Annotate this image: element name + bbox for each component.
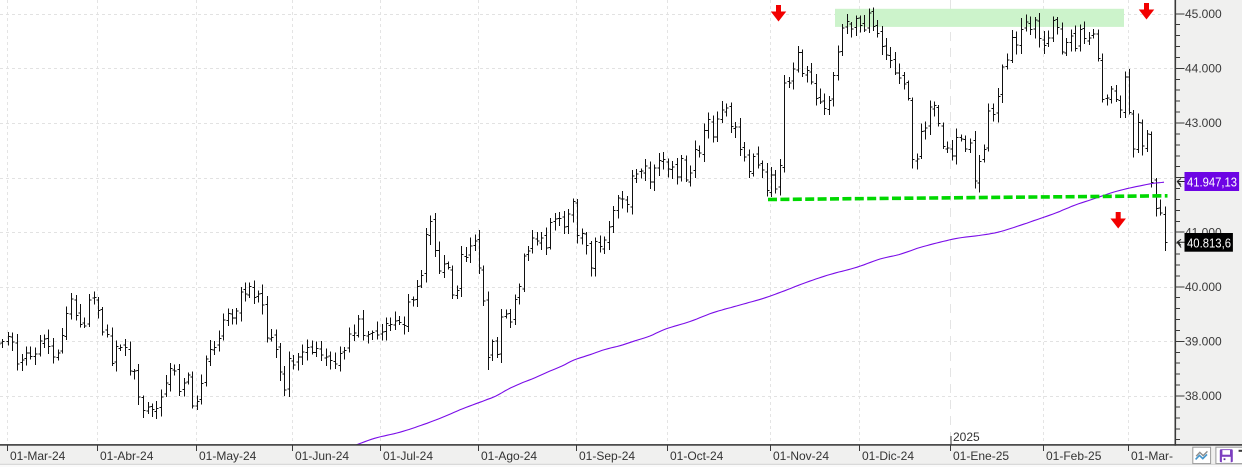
svg-text:01-Ago-24: 01-Ago-24: [481, 449, 537, 463]
svg-text:38.000: 38.000: [1185, 389, 1222, 403]
svg-text:41.947,13: 41.947,13: [1187, 175, 1237, 190]
svg-text:01-Dic-24: 01-Dic-24: [862, 449, 914, 463]
svg-text:01-May-24: 01-May-24: [199, 449, 257, 463]
svg-text:01-Sep-24: 01-Sep-24: [579, 449, 635, 463]
svg-text:44.000: 44.000: [1185, 62, 1222, 76]
svg-text:39.000: 39.000: [1185, 335, 1222, 349]
svg-text:40.813,6: 40.813,6: [1187, 235, 1231, 250]
svg-text:01-Ene-25: 01-Ene-25: [953, 449, 1009, 463]
svg-text:01-Jul-24: 01-Jul-24: [383, 449, 433, 463]
svg-text:01-Mar-: 01-Mar-: [1131, 449, 1173, 463]
svg-text:01-Mar-24: 01-Mar-24: [10, 449, 66, 463]
svg-text:01-Abr-24: 01-Abr-24: [100, 449, 154, 463]
svg-text:01-Oct-24: 01-Oct-24: [670, 449, 724, 463]
svg-text:45.000: 45.000: [1185, 7, 1222, 21]
svg-text:43.000: 43.000: [1185, 116, 1222, 130]
svg-text:01-Jun-24: 01-Jun-24: [295, 449, 349, 463]
svg-text:2025: 2025: [953, 430, 980, 444]
svg-text:01-Nov-24: 01-Nov-24: [773, 449, 829, 463]
svg-text:40.000: 40.000: [1185, 280, 1222, 294]
svg-text:01-Feb-25: 01-Feb-25: [1046, 449, 1102, 463]
